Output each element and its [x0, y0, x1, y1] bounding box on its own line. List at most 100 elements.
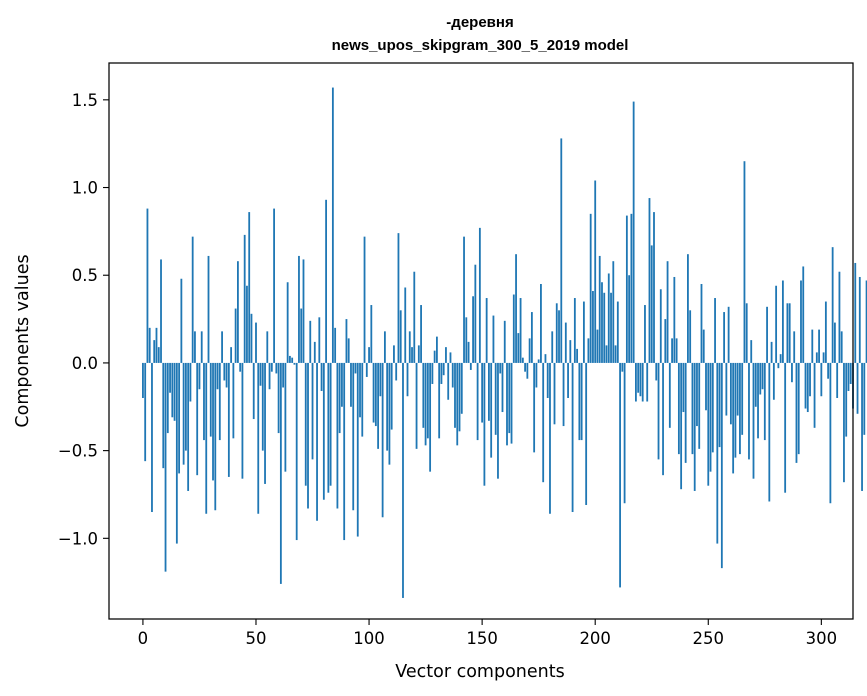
bar: [693, 362, 696, 491]
bar: [616, 301, 619, 363]
bar: [449, 352, 452, 363]
bar: [596, 329, 599, 363]
bar: [809, 362, 811, 397]
bar: [585, 362, 588, 505]
bar: [612, 261, 615, 363]
bar: [528, 338, 531, 363]
bar: [399, 310, 402, 363]
bar: [309, 320, 312, 363]
bar: [793, 331, 796, 363]
bar: [775, 285, 778, 363]
bar: [408, 331, 411, 363]
bar: [175, 362, 178, 544]
bar-series: [142, 87, 867, 598]
bar: [673, 276, 676, 363]
bar: [854, 262, 857, 363]
bar: [555, 303, 558, 363]
bar: [411, 347, 413, 363]
bar: [646, 362, 649, 402]
bar: [834, 322, 836, 363]
bar: [490, 362, 493, 458]
bar: [350, 362, 352, 407]
bar: [537, 359, 540, 363]
bar: [284, 362, 287, 472]
bar: [250, 313, 253, 363]
bar: [824, 301, 827, 363]
bar: [671, 338, 673, 363]
bar: [485, 298, 488, 363]
bar: [180, 278, 183, 363]
bar: [840, 331, 843, 363]
bar: [813, 362, 816, 428]
x-tick-label: 100: [353, 629, 385, 648]
bar: [524, 362, 526, 372]
bar: [227, 362, 230, 477]
bar: [300, 308, 303, 363]
bar: [861, 362, 863, 491]
bar: [781, 280, 784, 363]
bar: [436, 336, 438, 363]
bar: [184, 362, 187, 451]
bar: [569, 340, 572, 363]
bar: [370, 305, 373, 363]
bar: [716, 362, 719, 544]
bar: [784, 362, 787, 493]
bar: [352, 362, 355, 511]
bar: [275, 362, 278, 374]
bar: [153, 340, 156, 363]
bar: [458, 362, 461, 432]
bar: [757, 362, 759, 439]
bar: [445, 347, 447, 363]
bar: [187, 362, 190, 491]
bar: [607, 273, 610, 363]
bar: [397, 233, 400, 363]
bar: [592, 291, 594, 363]
bar: [766, 306, 768, 363]
bar: [311, 362, 314, 460]
bar: [203, 362, 205, 441]
bar: [157, 347, 160, 363]
plot-frame: [108, 62, 854, 620]
bar: [865, 280, 867, 363]
bar: [246, 285, 248, 363]
bar: [587, 338, 590, 363]
bar: [698, 362, 701, 449]
bar: [725, 362, 728, 416]
bar: [266, 331, 269, 363]
bar: [659, 289, 662, 363]
bar: [750, 340, 753, 363]
y-tick-label: −1.0: [58, 529, 98, 548]
bar: [831, 247, 834, 363]
bar: [200, 331, 203, 363]
bar: [677, 362, 680, 455]
bar: [243, 234, 246, 363]
bar: [343, 362, 346, 541]
bar: [347, 338, 350, 363]
bar: [804, 362, 807, 409]
bar: [469, 362, 472, 370]
bar: [221, 331, 223, 363]
bar: [709, 362, 712, 472]
bar: [402, 362, 404, 598]
bar: [845, 362, 848, 437]
bar: [194, 331, 196, 363]
bar: [356, 362, 359, 537]
bar: [381, 362, 384, 518]
bar: [322, 362, 325, 500]
bar: [390, 362, 393, 430]
bar: [501, 362, 504, 413]
bar: [743, 161, 746, 363]
bar: [225, 362, 228, 388]
bar: [628, 275, 631, 363]
bar: [739, 362, 741, 455]
bar: [196, 362, 199, 476]
bar: [345, 319, 348, 363]
bar: [234, 308, 237, 363]
x-axis-label: Vector components: [395, 662, 564, 682]
bar: [295, 362, 298, 541]
bar: [571, 362, 574, 513]
bar: [752, 362, 755, 479]
bar: [492, 315, 495, 363]
bar: [614, 345, 617, 363]
